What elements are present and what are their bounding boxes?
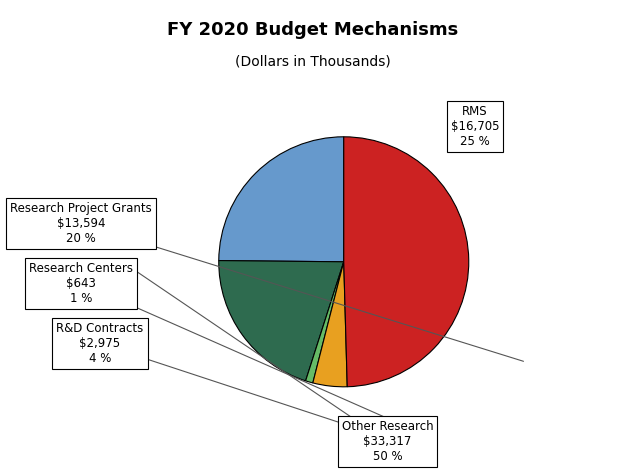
Wedge shape	[219, 260, 344, 381]
Text: Other Research
$33,317
50 %: Other Research $33,317 50 %	[342, 420, 433, 463]
Text: R&D Contracts
$2,975
4 %: R&D Contracts $2,975 4 %	[56, 322, 144, 365]
Wedge shape	[306, 262, 344, 383]
Wedge shape	[219, 137, 344, 262]
Text: FY 2020 Budget Mechanisms: FY 2020 Budget Mechanisms	[167, 21, 458, 40]
Text: Research Project Grants
$13,594
20 %: Research Project Grants $13,594 20 %	[11, 202, 152, 245]
Wedge shape	[313, 262, 348, 387]
Text: RMS
$16,705
25 %: RMS $16,705 25 %	[451, 105, 499, 148]
Text: Research Centers
$643
1 %: Research Centers $643 1 %	[29, 262, 133, 305]
Wedge shape	[344, 137, 469, 387]
Text: (Dollars in Thousands): (Dollars in Thousands)	[234, 55, 391, 69]
